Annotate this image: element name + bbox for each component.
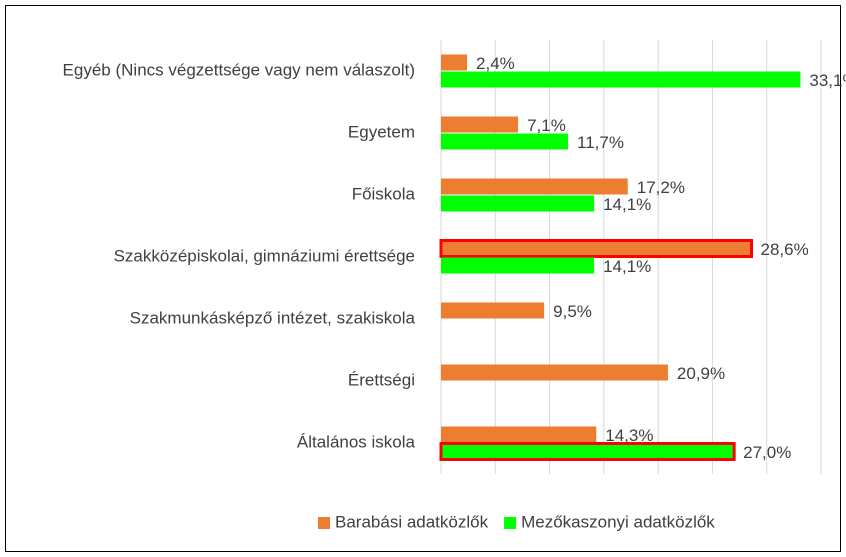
bar	[441, 133, 569, 150]
legend-swatch	[504, 517, 517, 529]
legend-label: Mezőkaszonyi adatközlők	[521, 512, 715, 531]
value-label: 14,1%	[603, 195, 651, 214]
value-label: 33,1%	[809, 71, 846, 90]
bar	[441, 302, 545, 319]
legend-label: Barabási adatközlők	[335, 512, 489, 531]
bar	[441, 426, 597, 443]
value-label: 17,2%	[637, 178, 685, 197]
bar	[441, 178, 628, 195]
category-label: Általános iskola	[297, 432, 416, 451]
category-label: Egyéb (Nincs végzettsége vagy nem válasz…	[63, 60, 415, 79]
value-label: 27,0%	[743, 443, 791, 462]
category-label: Érettségi	[348, 370, 415, 389]
bar	[441, 71, 801, 88]
value-label: 2,4%	[476, 54, 515, 73]
value-label: 9,5%	[553, 302, 592, 321]
value-label: 28,6%	[761, 240, 809, 259]
bar	[439, 239, 754, 258]
value-label: 11,7%	[577, 133, 624, 152]
value-label: 14,3%	[605, 426, 653, 445]
category-label: Főiskola	[352, 184, 416, 203]
bar	[441, 54, 468, 71]
bar	[439, 442, 736, 461]
bar	[441, 364, 668, 381]
value-label: 20,9%	[677, 364, 725, 383]
category-label: Szakközépiskolai, gimnáziumi érettsége	[114, 246, 415, 265]
category-label: Szakmunkásképző intézet, szakiskola	[130, 308, 416, 327]
bar	[441, 195, 595, 212]
bar	[441, 257, 595, 274]
value-label: 7,1%	[527, 116, 566, 135]
category-label: Egyetem	[348, 122, 415, 141]
legend-swatch	[318, 517, 330, 529]
value-label: 14,1%	[603, 257, 651, 276]
bar	[441, 116, 519, 133]
